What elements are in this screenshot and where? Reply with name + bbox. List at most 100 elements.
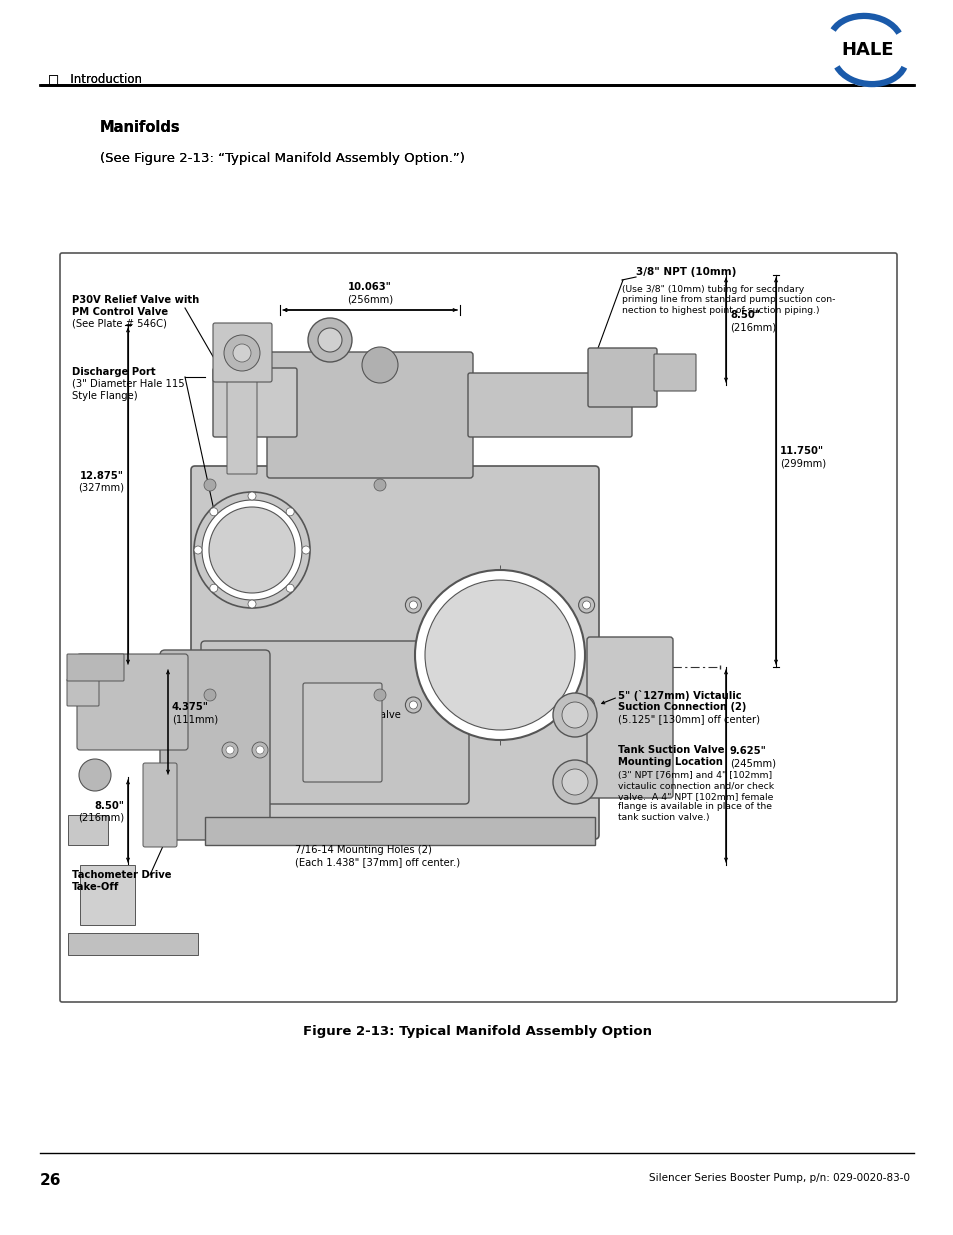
Text: 9.625": 9.625"	[729, 746, 766, 756]
Text: (3" NPT [76mm] and 4" [102mm]
victaulic connection and/or check
valve.  A 4" NPT: (3" NPT [76mm] and 4" [102mm] victaulic …	[618, 771, 773, 821]
FancyBboxPatch shape	[468, 373, 631, 437]
Bar	[68, 815, 108, 845]
Circle shape	[210, 584, 217, 593]
Text: (299mm): (299mm)	[780, 458, 825, 468]
Circle shape	[405, 697, 421, 713]
Circle shape	[405, 597, 421, 613]
Circle shape	[233, 345, 251, 362]
Circle shape	[361, 347, 397, 383]
Circle shape	[210, 508, 217, 516]
Text: Suction Connection (2): Suction Connection (2)	[618, 701, 745, 713]
Circle shape	[553, 693, 597, 737]
Text: (216mm): (216mm)	[729, 322, 776, 332]
FancyBboxPatch shape	[67, 655, 124, 680]
Circle shape	[561, 769, 587, 795]
Circle shape	[578, 697, 594, 713]
FancyBboxPatch shape	[143, 763, 177, 847]
Circle shape	[578, 597, 594, 613]
FancyBboxPatch shape	[213, 368, 296, 437]
Circle shape	[409, 701, 417, 709]
Text: (Each 1.438" [37mm] off center.): (Each 1.438" [37mm] off center.)	[294, 857, 459, 867]
Circle shape	[222, 742, 237, 758]
Text: 8.50": 8.50"	[729, 310, 760, 320]
FancyBboxPatch shape	[201, 641, 469, 804]
Text: Take-Off: Take-Off	[71, 882, 119, 892]
Circle shape	[193, 546, 202, 555]
Circle shape	[204, 689, 215, 701]
Circle shape	[252, 742, 268, 758]
Circle shape	[248, 492, 255, 500]
FancyBboxPatch shape	[160, 650, 270, 840]
Text: (See Figure 2-13: “Typical Manifold Assembly Option.”): (See Figure 2-13: “Typical Manifold Asse…	[100, 152, 464, 165]
Circle shape	[226, 746, 233, 755]
Circle shape	[286, 584, 294, 593]
Text: Tachometer Drive: Tachometer Drive	[71, 869, 172, 881]
Text: 8.50": 8.50"	[94, 802, 124, 811]
Text: Silencer Series Booster Pump, p/n: 029-0020-83-0: Silencer Series Booster Pump, p/n: 029-0…	[648, 1173, 909, 1183]
Circle shape	[553, 760, 597, 804]
Text: (See Plate # 546C): (See Plate # 546C)	[71, 319, 167, 329]
Circle shape	[224, 335, 260, 370]
Circle shape	[561, 701, 587, 727]
Text: 3/8" NPT (10mm): 3/8" NPT (10mm)	[636, 267, 736, 277]
Circle shape	[582, 601, 590, 609]
Text: 11.750": 11.750"	[780, 446, 823, 456]
FancyBboxPatch shape	[227, 377, 256, 474]
Text: □   Introduction: □ Introduction	[48, 72, 142, 85]
FancyBboxPatch shape	[303, 683, 381, 782]
FancyBboxPatch shape	[587, 348, 657, 408]
Text: Style Flange): Style Flange)	[71, 391, 137, 401]
FancyBboxPatch shape	[654, 354, 696, 391]
Text: 7/16-14 Mounting Holes (2): 7/16-14 Mounting Holes (2)	[294, 845, 432, 855]
Circle shape	[286, 508, 294, 516]
FancyBboxPatch shape	[191, 466, 598, 839]
Text: □   Introduction: □ Introduction	[48, 72, 142, 85]
Text: (327mm): (327mm)	[78, 483, 124, 493]
Bar	[205, 818, 595, 845]
Text: (256mm): (256mm)	[347, 294, 393, 304]
FancyBboxPatch shape	[67, 679, 99, 706]
Circle shape	[79, 760, 111, 790]
Text: (111mm): (111mm)	[172, 714, 218, 724]
Circle shape	[582, 701, 590, 709]
Text: P30V Relief Valve with: P30V Relief Valve with	[71, 295, 199, 305]
Text: (245mm): (245mm)	[729, 758, 775, 768]
Bar	[68, 932, 198, 955]
Circle shape	[308, 317, 352, 362]
Circle shape	[248, 600, 255, 608]
FancyBboxPatch shape	[267, 352, 473, 478]
Circle shape	[415, 571, 584, 740]
Text: PM Control Valve: PM Control Valve	[71, 308, 168, 317]
FancyBboxPatch shape	[60, 253, 896, 1002]
Text: (Use 3/8" (10mm) tubing for secondary
priming line from standard pump suction co: (Use 3/8" (10mm) tubing for secondary pr…	[621, 285, 835, 315]
Text: Check Valve: Check Valve	[339, 710, 400, 720]
Circle shape	[409, 601, 417, 609]
Text: (216mm): (216mm)	[78, 813, 124, 823]
Text: Manifolds: Manifolds	[100, 120, 180, 135]
Bar	[80, 864, 135, 925]
Text: (See Figure 2-13: “Typical Manifold Assembly Option.”): (See Figure 2-13: “Typical Manifold Asse…	[100, 152, 464, 165]
Circle shape	[202, 500, 302, 600]
Text: Mounting Location: Mounting Location	[618, 757, 722, 767]
FancyBboxPatch shape	[77, 655, 188, 750]
Circle shape	[424, 580, 575, 730]
Circle shape	[374, 479, 386, 492]
Text: (3" Diameter Hale 115: (3" Diameter Hale 115	[71, 379, 185, 389]
Circle shape	[204, 479, 215, 492]
Text: Figure 2-13: Typical Manifold Assembly Option: Figure 2-13: Typical Manifold Assembly O…	[303, 1025, 652, 1037]
Text: HALE: HALE	[841, 41, 893, 59]
Text: 4.375": 4.375"	[172, 701, 209, 713]
Text: (5.125" [130mm] off center): (5.125" [130mm] off center)	[618, 714, 760, 724]
Text: 12.875": 12.875"	[80, 471, 124, 480]
Circle shape	[193, 492, 310, 608]
Circle shape	[317, 329, 341, 352]
Text: 10.063": 10.063"	[348, 282, 392, 291]
Text: Tank Suction Valve: Tank Suction Valve	[618, 745, 723, 755]
Circle shape	[255, 746, 264, 755]
FancyBboxPatch shape	[213, 324, 272, 382]
FancyBboxPatch shape	[586, 637, 672, 798]
Circle shape	[209, 508, 294, 593]
Text: 26: 26	[40, 1173, 61, 1188]
Circle shape	[831, 14, 903, 86]
Text: Manifolds: Manifolds	[100, 120, 180, 135]
